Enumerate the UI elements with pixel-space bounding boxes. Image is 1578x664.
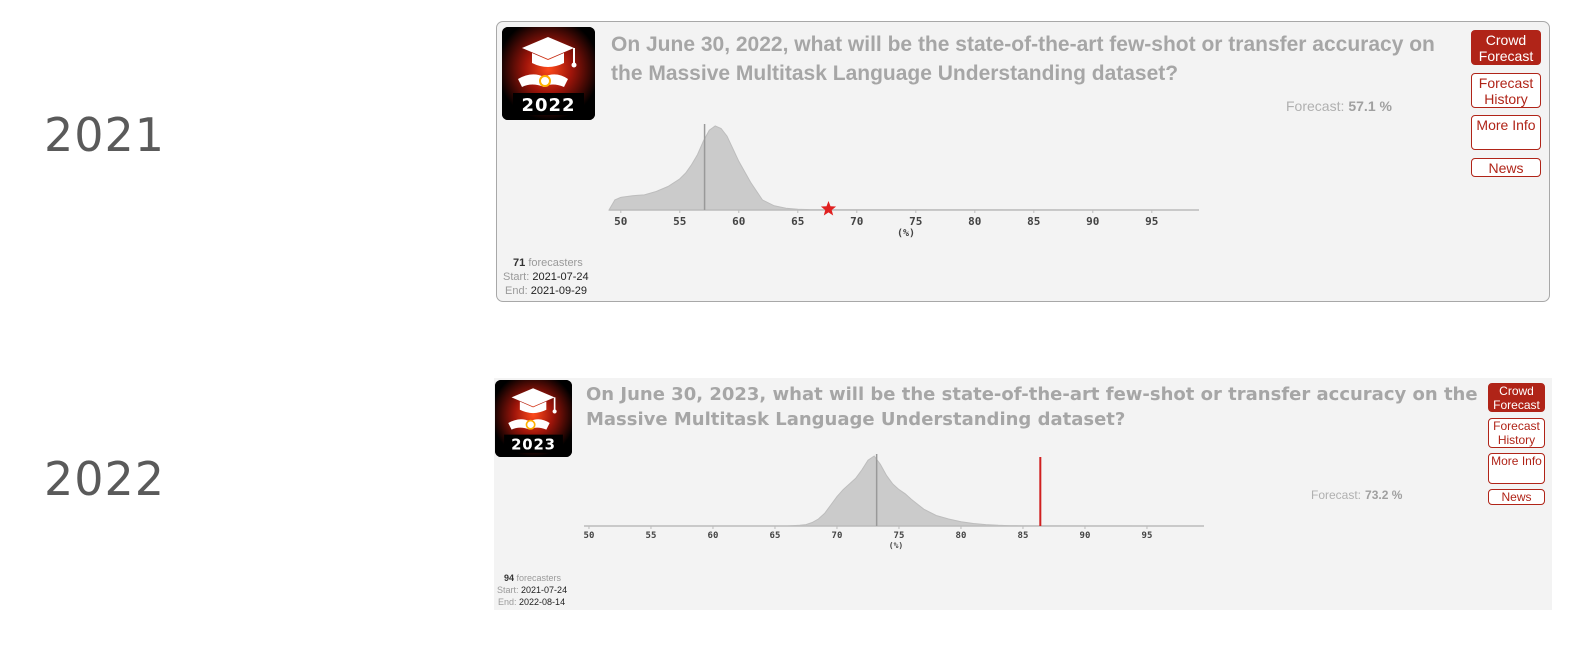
x-tick-label: 90 xyxy=(1086,215,1099,228)
more-info-button[interactable]: More Info xyxy=(1488,453,1545,484)
start-date: 2021-07-24 xyxy=(521,585,568,595)
x-tick-label: 80 xyxy=(956,531,967,541)
x-tick-label: 95 xyxy=(1142,531,1153,541)
distribution-area xyxy=(608,125,1188,211)
resolution-star-marker xyxy=(820,201,837,216)
x-tick-label: 60 xyxy=(708,531,719,541)
crowd-forecast-button[interactable]: Crowd Forecast xyxy=(1488,383,1545,412)
forecasters-count: 94 forecasters xyxy=(504,573,561,583)
forecast-label: Forecast: xyxy=(1286,98,1345,114)
distribution-area xyxy=(584,455,1205,527)
x-tick-label: 50 xyxy=(584,531,595,541)
forecast-label: Forecast: xyxy=(1311,488,1362,502)
x-tick-label: 60 xyxy=(732,215,745,228)
start-date: 2021-07-24 xyxy=(532,271,589,283)
x-tick-label: 85 xyxy=(1018,531,1029,541)
forecast-history-button[interactable]: Forecast History xyxy=(1471,73,1541,108)
forecasters-label: forecasters xyxy=(528,257,583,269)
end-date: 2022-08-14 xyxy=(519,597,566,607)
question-title[interactable]: On June 30, 2022, what will be the state… xyxy=(611,33,1435,85)
graduation-cap-icon: 2023 xyxy=(495,380,572,457)
news-button[interactable]: News xyxy=(1488,489,1545,505)
question-card-2022: 2022 On June 30, 2022, what will be the … xyxy=(496,21,1550,302)
x-tick-label: 70 xyxy=(832,531,843,541)
x-tick-label: 50 xyxy=(614,215,627,228)
end-label: End: xyxy=(505,285,528,297)
forecast-value: 57.1 % xyxy=(1348,98,1392,114)
x-axis-label: (%) xyxy=(889,541,903,550)
end-date: 2021-09-29 xyxy=(530,285,587,297)
x-tick-label: 80 xyxy=(968,215,981,228)
svg-text:2023: 2023 xyxy=(511,436,556,454)
contest-logo: 2023 xyxy=(495,380,572,457)
question-title[interactable]: On June 30, 2023, what will be the state… xyxy=(586,384,1478,430)
start-label: Start: xyxy=(503,271,530,283)
start-label: Start: xyxy=(497,585,519,595)
forecast-distribution-chart: 50 55 60 65 70 75 80 85 90 95 (%) xyxy=(584,454,1205,550)
x-tick-label: 85 xyxy=(1027,215,1040,228)
forecasters-label: forecasters xyxy=(516,573,562,583)
end-label: End: xyxy=(498,597,517,607)
start-date-row: Start: 2021-07-24 xyxy=(503,271,589,283)
x-tick-label: 55 xyxy=(673,215,686,228)
forecast-history-button[interactable]: Forecast History xyxy=(1488,418,1545,448)
x-tick-label: 65 xyxy=(791,215,804,228)
more-info-button[interactable]: More Info xyxy=(1471,115,1541,150)
end-date-row: End: 2022-08-14 xyxy=(498,597,565,607)
x-tick-label: 90 xyxy=(1080,531,1091,541)
graduation-cap-icon: 2022 xyxy=(502,27,595,120)
forecasters-number: 94 xyxy=(504,573,515,583)
svg-text:2022: 2022 xyxy=(521,95,575,116)
year-label-2022: 2022 xyxy=(44,452,166,506)
x-tick-label: 70 xyxy=(850,215,863,228)
forecasters-number: 71 xyxy=(513,257,526,269)
x-tick-label: 75 xyxy=(909,215,922,228)
x-tick-label: 65 xyxy=(770,531,781,541)
crowd-forecast-button[interactable]: Crowd Forecast xyxy=(1471,30,1541,65)
news-button[interactable]: News xyxy=(1471,158,1541,177)
question-card-2023: 2023 On June 30, 2023, what will be the … xyxy=(494,378,1552,610)
end-date-row: End: 2021-09-29 xyxy=(505,285,587,297)
x-tick-label: 55 xyxy=(646,531,657,541)
x-axis-label: (%) xyxy=(897,228,915,239)
crowd-forecast-value: Forecast: 73.2 % xyxy=(1311,488,1402,502)
x-tick-label: 95 xyxy=(1145,215,1158,228)
year-label-2021: 2021 xyxy=(44,108,166,162)
forecast-value: 73.2 % xyxy=(1365,488,1403,502)
forecasters-count: 71 forecasters xyxy=(513,257,583,269)
crowd-forecast-value: Forecast: 57.1 % xyxy=(1286,98,1392,114)
x-tick-label: 75 xyxy=(894,531,905,541)
forecast-distribution-chart: 50 55 60 65 70 75 80 85 90 95 (%) xyxy=(608,124,1199,239)
contest-logo: 2022 xyxy=(502,27,595,120)
start-date-row: Start: 2021-07-24 xyxy=(497,585,567,595)
